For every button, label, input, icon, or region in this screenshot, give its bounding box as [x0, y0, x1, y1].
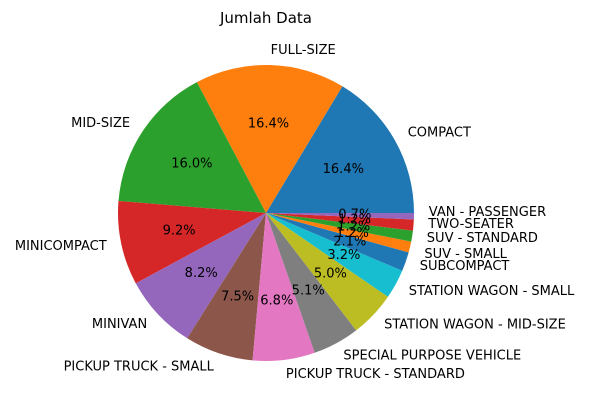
pie-slice-pickup-truck-small — [187, 213, 266, 361]
slice-percent-minicompact: 9.2% — [163, 224, 196, 239]
pie-slice-suv-small — [266, 213, 412, 253]
slice-percent-station-wagon-small: 3.2% — [327, 248, 360, 263]
slice-label-station-wagon-small: STATION WAGON - SMALL — [409, 284, 575, 299]
pie-slice-suv-standard — [266, 213, 413, 242]
pie-slice-pickup-truck-standard — [252, 213, 315, 362]
pie-slice-two-seater — [266, 213, 414, 231]
pie-slice-compact — [266, 86, 414, 213]
slice-label-pickup-truck-small: PICKUP TRUCK - SMALL — [64, 360, 215, 375]
slice-label-suv-standard: SUV - STANDARD — [427, 231, 538, 246]
slice-percent-subcompact: 2.1% — [333, 235, 366, 250]
slice-label-van-passenger: VAN - PASSENGER — [429, 205, 546, 220]
slice-label-compact: COMPACT — [408, 125, 471, 140]
slice-percent-full-size: 16.4% — [248, 117, 289, 132]
slice-label-suv-small: SUV - SMALL — [424, 247, 507, 262]
pie-slice-minicompact — [117, 200, 266, 284]
chart-title: Jumlah Data — [219, 9, 312, 27]
slice-percent-pickup-truck-standard: 6.8% — [260, 294, 293, 309]
slice-label-pickup-truck-standard: PICKUP TRUCK - STANDARD — [286, 367, 465, 382]
pie-slice-subcompact — [266, 213, 409, 271]
pie-slice-station-wagon-small — [266, 213, 403, 297]
slice-label-full-size: FULL-SIZE — [271, 43, 336, 58]
slice-label-special-purpose-vehicle: SPECIAL PURPOSE VEHICLE — [343, 349, 521, 364]
slice-percent-van-passenger: 0.7% — [338, 207, 371, 222]
slice-percent-labels: 16.4% 16.4% 16.0% 9.2% 8.2%7.5% 6.8%5.1% 5.0% 3… — [163, 117, 372, 309]
pie-slice-mid-size — [118, 82, 267, 213]
slice-label-station-wagon-mid-size: STATION WAGON - MID-SIZE — [384, 318, 566, 333]
pie-slice-station-wagon-mid-size — [266, 213, 388, 331]
slice-percent-special-purpose-vehicle: 5.1% — [292, 284, 325, 299]
pie-slice-special-purpose-vehicle — [266, 213, 357, 353]
slice-percent-minivan: 8.2% — [185, 266, 218, 281]
slice-label-subcompact: SUBCOMPACT — [420, 259, 510, 274]
slice-label-minivan: MINIVAN — [92, 317, 147, 332]
pie-slice-minivan — [135, 213, 266, 339]
slice-label-minicompact: MINICOMPACT — [15, 239, 107, 254]
slice-percent-pickup-truck-small: 7.5% — [221, 290, 254, 305]
slice-percent-suv-standard: 1.2% — [337, 219, 370, 234]
pie-slice-full-size — [196, 64, 343, 213]
slice-percent-two-seater: 1.2% — [338, 213, 371, 228]
slice-labels: COMPACT FULL-SIZE MID-SIZE MINICOMPACT MINIV… — [15, 43, 575, 382]
slice-percent-suv-small: 1.2% — [336, 226, 369, 241]
slice-label-mid-size: MID-SIZE — [71, 116, 130, 131]
pie-slices — [117, 64, 414, 362]
pie-slice-van-passenger — [266, 213, 414, 220]
slice-percent-compact: 16.4% — [323, 162, 364, 177]
slice-percent-station-wagon-mid-size: 5.0% — [314, 267, 347, 282]
slice-label-two-seater: TWO-SEATER — [427, 217, 514, 232]
slice-percent-mid-size: 16.0% — [171, 157, 212, 172]
